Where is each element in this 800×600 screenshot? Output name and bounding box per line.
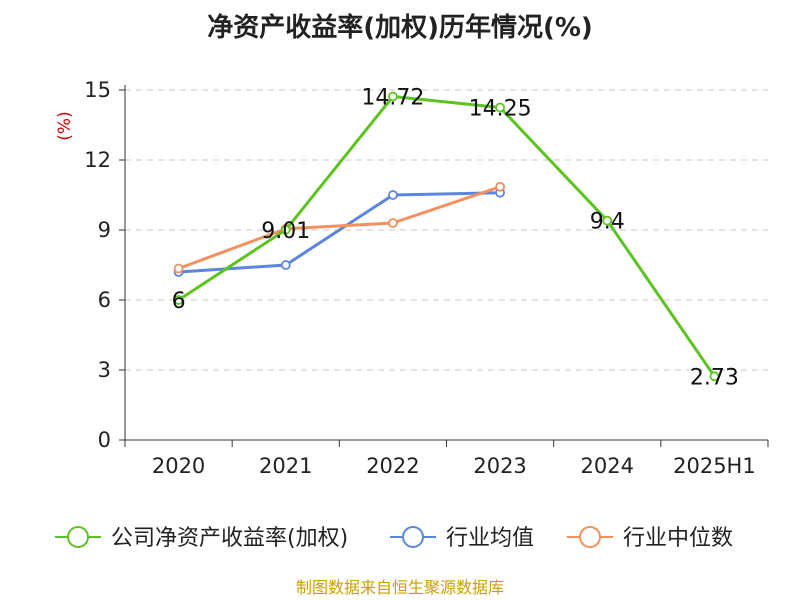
y-tick-label: 9 [98,218,111,242]
data-point [388,218,398,228]
grid-lines [125,89,768,371]
data-point [495,102,505,113]
series-line [178,191,501,274]
legend-swatch-marker [402,526,424,548]
data-point [709,371,720,382]
series-line [178,185,501,270]
data-point [280,260,291,270]
series-layer [173,91,720,382]
data-point [388,91,398,102]
data-label: 9.4 [590,210,625,235]
axes: 0 3 6 9 12 15 2020 2021 2022 2023 2024 2025H1 [84,78,769,478]
x-tick-label: 2023 [473,454,526,478]
data-labels: 6 9.01 14.72 14.25 9.4 2.73 [172,86,739,391]
y-tick-label: 3 [98,358,111,382]
data-label: 2.73 [690,365,739,390]
x-tick-label: 2020 [152,454,205,478]
y-axis-label: (%) [55,111,75,140]
legend-swatch-marker [579,526,601,548]
x-tick-label: 2022 [366,454,419,478]
x-tick-label: 2021 [259,454,312,478]
data-label: 9.01 [261,219,310,244]
data-point [495,181,505,192]
data-point [388,190,398,200]
data-point [280,224,291,235]
y-tick-label: 12 [84,148,111,172]
source-note: 制图数据来自恒生聚源数据库 [296,578,504,597]
legend-label: 行业中位数 [623,526,733,551]
y-tick-label: 0 [98,428,111,452]
y-tick-label: 6 [98,288,111,312]
data-point [173,263,184,274]
chart-title: 净资产收益率(加权)历年情况(%) [207,12,593,43]
legend-label: 公司净资产收益率(加权) [111,526,348,551]
data-label: 14.25 [469,97,532,122]
legend-label: 行业均值 [446,526,534,551]
y-tick-label: 15 [84,78,111,102]
x-tick-label: 2024 [581,454,634,478]
data-label: 6 [172,289,186,314]
legend-swatch-marker [67,526,89,548]
data-point [602,215,613,226]
x-tick-label: 2025H1 [673,454,756,478]
series-line [177,95,716,378]
legend: 公司净资产收益率(加权) 行业均值 行业中位数 [55,526,733,551]
data-label: 14.72 [361,86,424,111]
data-point [173,295,184,305]
